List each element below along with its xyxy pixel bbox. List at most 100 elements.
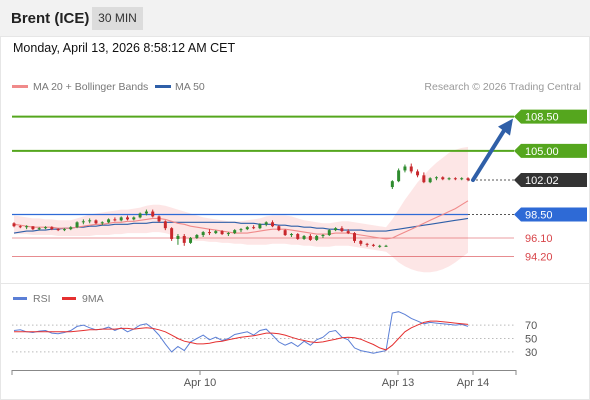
candle-body (453, 178, 457, 180)
candle-body (189, 237, 193, 243)
x-axis-label: Apr 13 (382, 377, 414, 389)
ma50-line (13, 217, 469, 234)
rsi-level-label: 30 (525, 347, 537, 359)
ma50-legend-swatch (155, 85, 171, 88)
resistance-level-tag (514, 143, 587, 158)
candle-body (315, 236, 319, 240)
x-axis-label: Apr 10 (184, 377, 216, 389)
resistance-level-tag (514, 109, 587, 124)
candle-body (277, 226, 281, 231)
price-levels (12, 115, 514, 257)
candle-body (220, 231, 224, 235)
candle-body (466, 178, 470, 181)
candle-body (308, 236, 312, 240)
forecast-arrow-head (498, 118, 513, 136)
chart-datetime: Monday, April 13, 2026 8:58:12 AM CET (13, 41, 236, 55)
candle-body (447, 178, 451, 180)
candle-body (258, 224, 262, 229)
candle-body (69, 227, 73, 230)
candle-body (340, 228, 344, 232)
candle-body (264, 222, 268, 225)
candle-body (107, 219, 111, 223)
rsi-level-label: 70 (525, 320, 537, 332)
candle-body (334, 228, 338, 231)
candle-body (207, 232, 211, 234)
candle-body (289, 234, 293, 236)
candle-body (119, 217, 123, 221)
candle-body (226, 233, 230, 235)
candle-body (441, 177, 445, 180)
rsi-ma-line (14, 320, 469, 351)
candle-body (88, 220, 92, 222)
candle-body (25, 226, 29, 228)
current-level-label: 102.02 (525, 175, 559, 187)
rsi-legend-label: RSI (33, 293, 51, 305)
candle-body (422, 175, 426, 183)
pivot-level-label: 98.50 (525, 209, 553, 221)
candle-body (384, 245, 388, 247)
ma20-legend-swatch (12, 85, 28, 88)
candle-body (428, 178, 432, 183)
credit-label: Research © 2026 Trading Central (424, 81, 581, 93)
rsi-ma-legend-label: 9MA (82, 293, 104, 305)
candle-body (50, 227, 54, 230)
candle-body (365, 243, 369, 245)
candle-body (81, 221, 85, 223)
candle-body (434, 177, 438, 179)
rsi-line (13, 311, 469, 354)
candle-body (126, 217, 129, 220)
chart-header: Brent (ICE) 30 MIN (0, 0, 590, 36)
candle-body (44, 227, 48, 229)
candle-body (245, 227, 249, 230)
candle-body (302, 236, 306, 239)
candle-body (132, 217, 136, 220)
forecast-arrow (471, 118, 513, 183)
candle-body (37, 228, 41, 230)
candle-body (346, 231, 350, 234)
instrument-title: Brent (ICE) (11, 10, 90, 27)
candle-body (201, 232, 205, 236)
candle-body (397, 170, 401, 182)
candles (12, 163, 470, 248)
candle-body (239, 229, 243, 231)
candle-body (214, 231, 218, 234)
candle-body (62, 229, 66, 231)
timeframe-selector[interactable]: 30 MIN (92, 7, 143, 30)
rsi-level-label: 50 (525, 334, 537, 346)
current-level-tag (514, 173, 587, 188)
x-axis-label: Apr 14 (457, 377, 489, 389)
candle-body (403, 166, 407, 171)
candle-body (157, 216, 161, 222)
candle-body (416, 171, 420, 176)
candle-body (327, 230, 331, 236)
candle-body (94, 220, 98, 224)
bollinger-band-area (14, 146, 468, 273)
candle-body (176, 236, 180, 239)
price-tags: 108.50 105.00 102.02 98.50 96.10 94.20 (514, 109, 587, 264)
moving-averages (13, 200, 469, 240)
rsi-legend-swatch (13, 297, 27, 300)
candle-body (56, 229, 60, 231)
bollinger-bands (14, 146, 468, 273)
candle-body (31, 226, 35, 230)
candle-body (113, 219, 117, 221)
candle-body (409, 166, 413, 172)
support-level-label: 94.20 (525, 252, 553, 264)
ma20-legend-label: MA 20 + Bollinger Bands (33, 81, 148, 93)
candle-body (252, 227, 256, 229)
candle-body (371, 244, 375, 246)
ma50-legend-label: MA 50 (175, 81, 205, 93)
candle-body (283, 230, 287, 236)
candle-body (12, 223, 16, 227)
candle-body (271, 222, 275, 227)
forecast-arrow-shaft (471, 128, 506, 183)
candle-body (138, 213, 142, 218)
candle-body (18, 226, 22, 228)
candle-body (170, 228, 174, 239)
resistance-level-label: 108.50 (525, 112, 559, 124)
candle-body (359, 240, 363, 244)
rsi-ma-legend-swatch (62, 297, 76, 300)
candle-body (353, 233, 356, 241)
